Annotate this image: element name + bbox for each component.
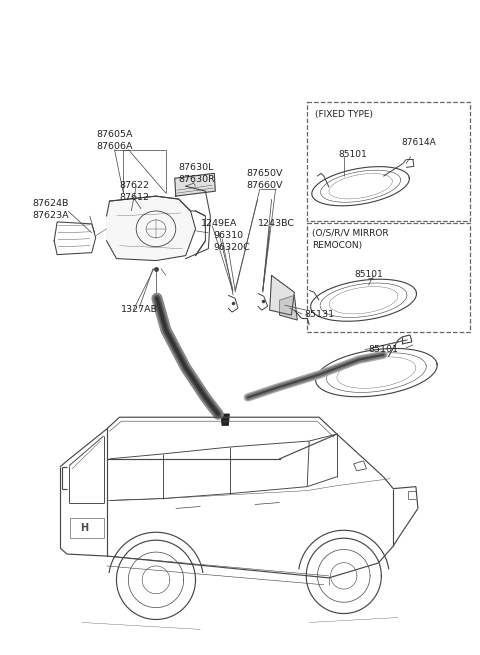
Text: 1243BC: 1243BC xyxy=(258,219,295,228)
Text: 87630L: 87630L xyxy=(179,163,214,172)
Text: 1249EA: 1249EA xyxy=(201,219,237,228)
Text: (O/S/R/V MIRROR: (O/S/R/V MIRROR xyxy=(312,229,389,238)
Text: 87650V: 87650V xyxy=(246,170,282,178)
Text: 87622: 87622 xyxy=(120,181,149,190)
Text: 87624B: 87624B xyxy=(33,199,69,208)
Text: 87614A: 87614A xyxy=(401,138,436,147)
Text: 85101: 85101 xyxy=(339,149,368,159)
Text: 87660V: 87660V xyxy=(246,181,282,190)
Polygon shape xyxy=(270,276,294,315)
Text: 85101: 85101 xyxy=(355,271,384,280)
Bar xyxy=(307,223,470,332)
Text: 96320C: 96320C xyxy=(213,243,250,252)
Text: 87605A: 87605A xyxy=(96,130,133,139)
Polygon shape xyxy=(279,295,297,320)
Text: 87623A: 87623A xyxy=(33,211,69,220)
Text: (FIXED TYPE): (FIXED TYPE) xyxy=(315,110,373,119)
Polygon shape xyxy=(107,196,195,261)
Polygon shape xyxy=(221,414,229,425)
Text: 85101: 85101 xyxy=(369,345,398,354)
Polygon shape xyxy=(175,174,216,196)
Bar xyxy=(307,102,470,221)
Text: REMOCON): REMOCON) xyxy=(312,241,362,250)
Text: 85131: 85131 xyxy=(304,310,335,319)
Text: 87612: 87612 xyxy=(120,193,149,202)
Text: 96310: 96310 xyxy=(213,231,243,240)
Text: 87606A: 87606A xyxy=(96,141,133,151)
Text: H: H xyxy=(80,523,88,533)
Text: 1327AB: 1327AB xyxy=(121,305,158,314)
Text: 87630R: 87630R xyxy=(179,176,216,184)
